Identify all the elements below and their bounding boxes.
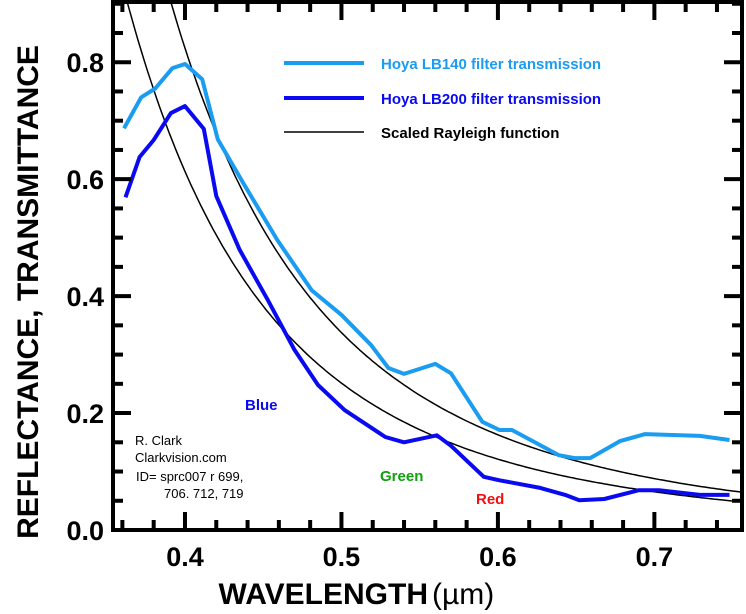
ticks xyxy=(113,1,742,532)
x-tick-label: 0.4 xyxy=(166,542,204,572)
series-line-lb200 xyxy=(123,104,730,503)
y-tick-label: 0.2 xyxy=(66,399,104,429)
rayleigh-curve-2 xyxy=(126,2,742,503)
plot-lines xyxy=(122,2,742,503)
legend-label-lb140: Hoya LB140 filter transmission xyxy=(381,56,601,73)
annotation-blue: Blue xyxy=(245,397,278,414)
credit-author: R. Clark xyxy=(135,433,182,448)
credit-id-line2: 706. 712, 719 xyxy=(164,486,244,501)
annotation-green: Green xyxy=(380,468,423,485)
x-tick-label: 0.7 xyxy=(636,542,674,572)
annotation-red: Red xyxy=(476,491,504,508)
legend: Hoya LB140 filter transmission Hoya LB20… xyxy=(284,56,601,142)
x-tick-label: 0.5 xyxy=(323,542,361,572)
y-tick-label: 0.6 xyxy=(66,165,104,195)
x-tick-label: 0.6 xyxy=(479,542,517,572)
credits: R. Clark Clarkvision.com ID= sprc007 r 6… xyxy=(135,433,244,501)
x-axis-unit: (µm) xyxy=(432,578,494,611)
rayleigh-curve-1 xyxy=(170,2,742,493)
y-tick-label: 0.0 xyxy=(66,516,104,546)
legend-label-rayleigh: Scaled Rayleigh function xyxy=(381,125,559,142)
annotations: Blue Green Red xyxy=(245,397,504,508)
y-tick-label: 0.8 xyxy=(66,48,104,78)
y-axis-title: REFLECTANCE, TRANSMITTANCE xyxy=(12,45,45,539)
credit-id-line1: ID= sprc007 r 699, xyxy=(136,469,243,484)
x-axis-title: WAVELENGTH xyxy=(219,578,428,611)
series-line-lb140 xyxy=(122,62,730,461)
y-tick-label: 0.4 xyxy=(66,282,104,312)
credit-website: Clarkvision.com xyxy=(135,450,227,465)
legend-label-lb200: Hoya LB200 filter transmission xyxy=(381,91,601,108)
tick-labels: 0.4 0.5 0.6 0.7 0.0 0.2 0.4 0.6 0.8 xyxy=(66,48,673,572)
